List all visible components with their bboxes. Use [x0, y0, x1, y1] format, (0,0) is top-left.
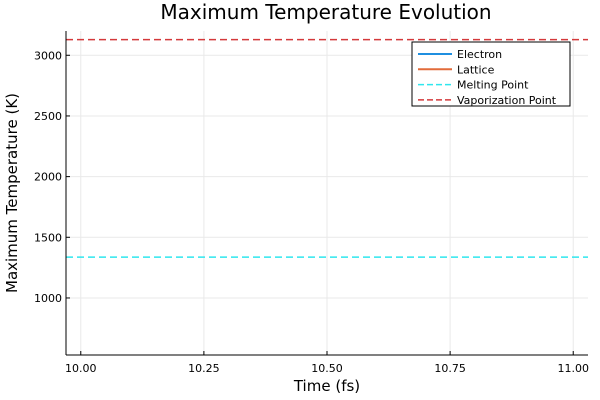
y-tick-label: 2000: [34, 171, 62, 184]
y-tick-label: 1500: [34, 231, 62, 244]
y-tick-label: 2500: [34, 110, 62, 123]
legend-label: Melting Point: [457, 79, 529, 92]
x-ticks: 10.00 10.25 10.50 10.75 11.00: [65, 351, 589, 375]
plot-lines: [66, 38, 588, 258]
legend-box: [411, 41, 571, 107]
x-tick-label: 11.00: [557, 362, 589, 375]
x-tick-label: 10.00: [65, 362, 97, 375]
y-tick-label: 1000: [34, 292, 62, 305]
legend-label: Vaporization Point: [457, 94, 557, 107]
legend-label: Lattice: [457, 63, 495, 76]
y-ticks: 1000 1500 2000 2500 3000: [34, 49, 70, 305]
y-tick-label: 3000: [34, 49, 62, 62]
x-tick-label: 10.50: [311, 362, 343, 375]
x-tick-label: 10.25: [188, 362, 220, 375]
chart-title: Maximum Temperature Evolution: [160, 0, 491, 24]
legend-label: Electron: [457, 48, 502, 61]
x-tick-label: 10.75: [434, 362, 466, 375]
x-axis-label: Time (fs): [293, 377, 360, 395]
y-axis-label: Maximum Temperature (K): [3, 93, 21, 293]
legend: Electron Lattice Melting Point Vaporization…: [411, 41, 571, 107]
